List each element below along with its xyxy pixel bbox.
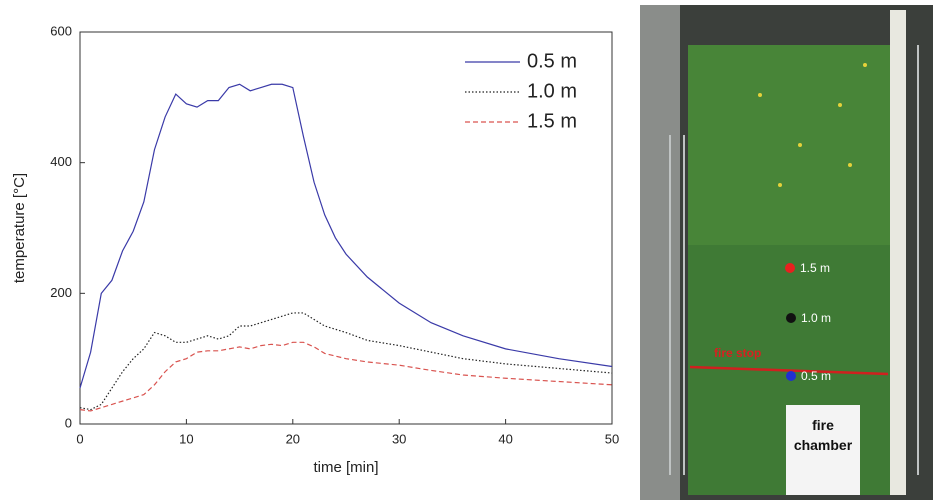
marker-label: 1.5 m	[800, 261, 831, 275]
x-tick-label: 30	[392, 431, 406, 446]
series-line	[79, 312, 613, 411]
photo-drawing	[640, 5, 933, 500]
x-tick-label: 50	[605, 431, 619, 446]
marker-label: 1.0 m	[801, 311, 832, 325]
legend-label: 1.5 m	[527, 110, 577, 132]
y-axis-title: temperature [°C]	[11, 173, 28, 283]
photo: 1.5 m 1.0 m 0.5 m fire stop fire chamber	[640, 5, 933, 500]
legend-label: 0.5 m	[527, 50, 577, 72]
x-tick-label: 10	[179, 431, 193, 446]
y-tick-label: 600	[50, 23, 72, 38]
marker-label: 0.5 m	[801, 369, 832, 383]
fire-chamber-label: fire chamber	[793, 417, 853, 453]
y-tick-label: 200	[50, 285, 72, 300]
plot-frame	[79, 31, 613, 425]
x-tick-label: 40	[498, 431, 512, 446]
x-axis-title: time [min]	[313, 459, 378, 476]
x-tick-label: 20	[286, 431, 300, 446]
chart: time [min] temperature [°C] 0 10 20 30 40 50 0…	[11, 23, 619, 476]
series-line	[79, 341, 613, 412]
legend-label: 1.0 m	[527, 80, 577, 102]
y-tick-label: 0	[65, 415, 72, 430]
y-tick-label: 400	[50, 154, 72, 169]
fire-stop-label: fire stop	[714, 346, 762, 360]
x-tick-label: 0	[76, 431, 83, 446]
series-line	[79, 83, 613, 389]
